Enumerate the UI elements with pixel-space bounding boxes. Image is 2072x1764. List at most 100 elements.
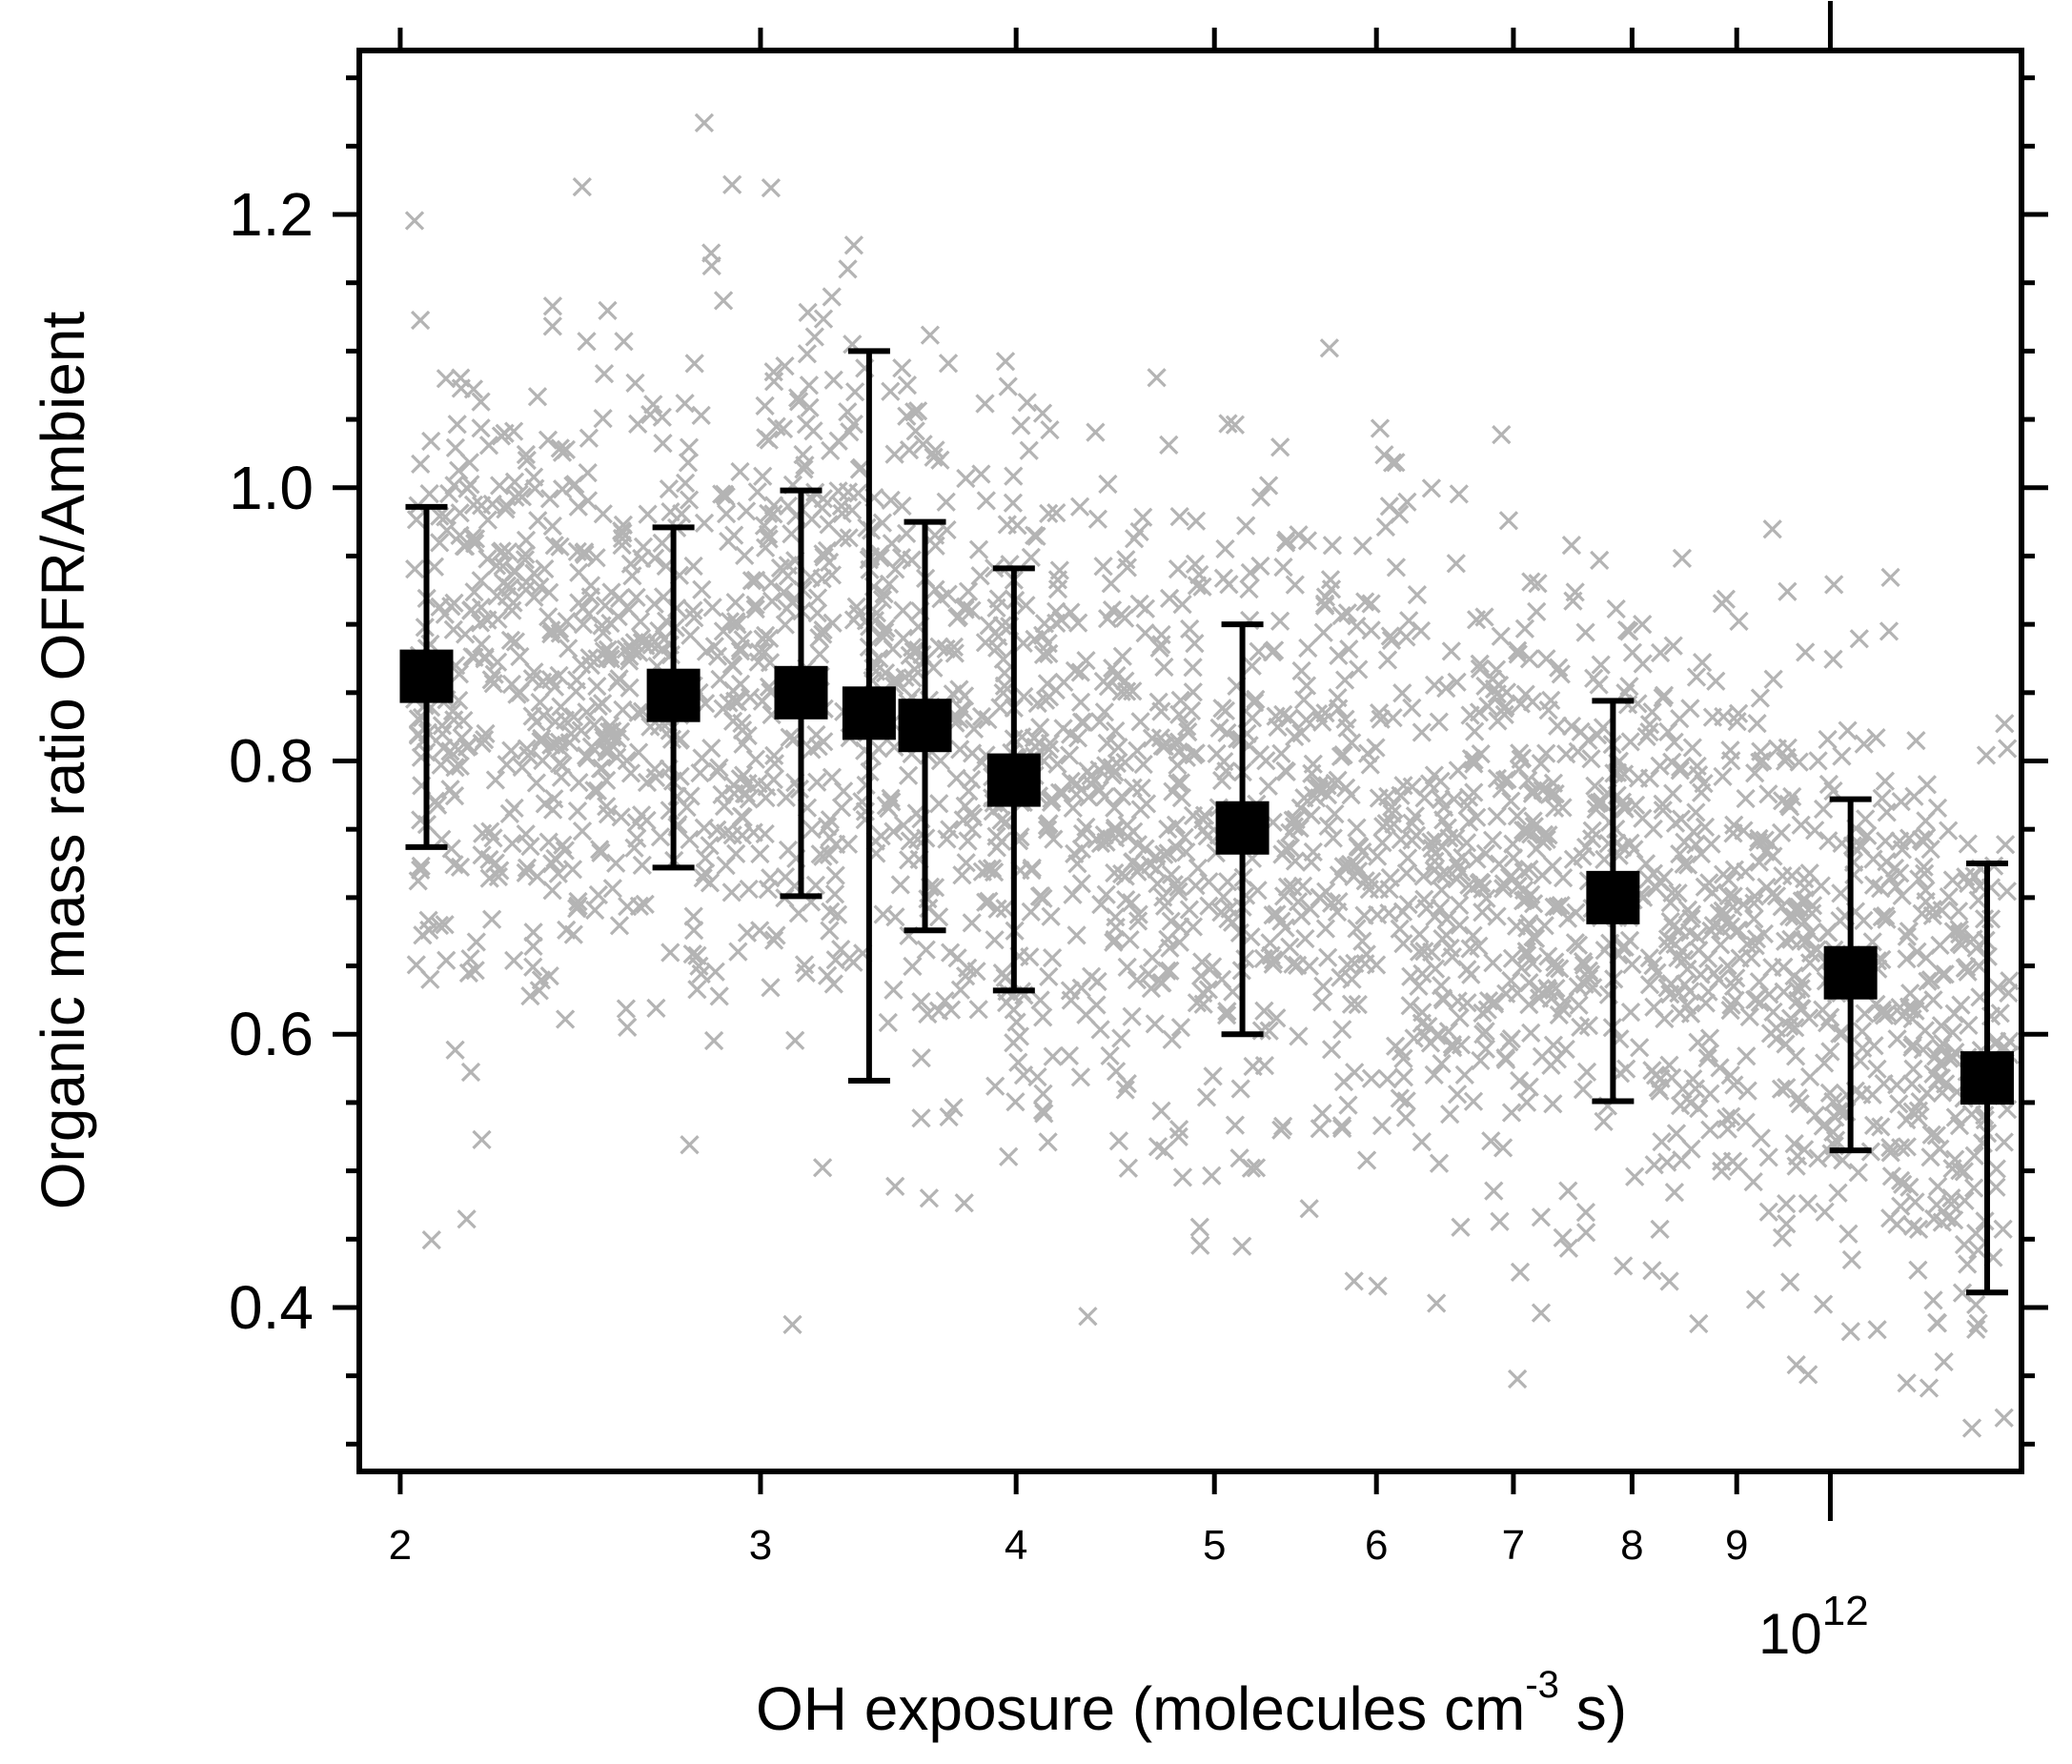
scatter-point [644, 548, 665, 568]
scatter-point [1385, 1036, 1406, 1056]
scatter-point [734, 783, 755, 803]
scatter-point [1021, 902, 1041, 923]
scatter-point [1152, 973, 1172, 993]
scatter-point [539, 965, 559, 986]
scatter-point [885, 1176, 905, 1197]
scatter-point [472, 1129, 492, 1150]
scatter-point [1393, 1067, 1414, 1087]
scatter-point [653, 433, 673, 454]
mean-marker [399, 649, 454, 703]
scatter-point [472, 845, 492, 865]
scatter-point [1494, 704, 1514, 725]
scatter-point [535, 558, 555, 579]
scatter-point [1995, 835, 2016, 855]
scatter-point [1017, 393, 1037, 413]
scatter-point [1355, 592, 1375, 612]
scatter-point [1663, 917, 1683, 937]
scatter-point [1496, 682, 1517, 702]
scatter-point [1905, 1192, 1925, 1212]
scatter-point [1650, 642, 1671, 663]
scatter-point [620, 646, 640, 666]
scatter-point [597, 770, 617, 791]
scatter-point [1612, 792, 1633, 812]
scatter-point [530, 577, 550, 597]
scatter-point [523, 923, 543, 943]
scatter-point [1805, 821, 1825, 841]
scatter-point [1620, 1002, 1641, 1023]
scatter-point [505, 632, 526, 652]
scatter-point [1325, 803, 1345, 824]
scatter-point [964, 719, 985, 740]
scatter-point [1622, 954, 1642, 975]
scatter-point [1180, 618, 1200, 639]
scatter-point [944, 1098, 964, 1118]
scatter-point [1994, 1132, 2014, 1152]
scatter-point [1275, 918, 1295, 938]
scatter-point [1650, 1081, 1670, 1101]
scatter-point [918, 1004, 938, 1024]
scatter-point [1706, 671, 1726, 691]
scatter-point [1318, 947, 1338, 967]
scatter-point [1727, 711, 1747, 732]
scatter-point [1410, 924, 1430, 944]
scatter-point [1616, 619, 1637, 640]
scatter-point [405, 558, 425, 579]
scatter-point [817, 965, 838, 985]
scatter-point [516, 824, 536, 844]
scatter-point [1171, 787, 1192, 808]
scatter-point [1424, 675, 1445, 696]
scatter-point [1516, 942, 1536, 962]
scatter-point [1185, 633, 1205, 654]
scatter-point [683, 600, 703, 620]
scatter-point [1038, 633, 1058, 654]
scatter-point [806, 724, 826, 745]
scatter-point [1713, 766, 1733, 787]
scatter-point [517, 739, 537, 759]
scatter-point [1147, 859, 1167, 880]
scatter-point [1179, 900, 1200, 920]
scatter-point [1067, 854, 1087, 874]
scatter-point [606, 853, 626, 873]
scatter-point [1744, 909, 1764, 929]
scatter-point [1107, 665, 1127, 686]
y-tick-label: 0.8 [229, 727, 314, 796]
scatter-point [1451, 1217, 1471, 1237]
scatter-point [694, 112, 715, 133]
scatter-point [1061, 602, 1081, 622]
scatter-point [843, 235, 864, 255]
scatter-point [1285, 851, 1306, 871]
scatter-point [1720, 1000, 1740, 1021]
scatter-point [552, 479, 573, 499]
scatter-point [512, 487, 533, 507]
scatter-point [1442, 1034, 1462, 1055]
scatter-point [1633, 614, 1653, 635]
scatter-point [443, 619, 463, 639]
scatter-point [1451, 1035, 1472, 1055]
scatter-point [1482, 830, 1503, 850]
scatter-point [1531, 1303, 1552, 1323]
scatter-point [464, 582, 484, 602]
scatter-point [1270, 611, 1290, 631]
scatter-point [1780, 1272, 1800, 1292]
scatter-point [1688, 764, 1709, 785]
scatter-point [1717, 913, 1737, 933]
scatter-point [1190, 965, 1211, 986]
scatter-point [1392, 683, 1412, 703]
scatter-point [1313, 622, 1333, 642]
scatter-point [1852, 1085, 1872, 1105]
scatter-point [1071, 874, 1091, 894]
scatter-point [1541, 1055, 1561, 1076]
scatter-point [624, 838, 644, 858]
scatter-point [1081, 766, 1101, 786]
scatter-point [1165, 733, 1185, 753]
scatter-point [1230, 1079, 1250, 1099]
scatter-point [594, 363, 615, 384]
scatter-point [1413, 866, 1433, 886]
scatter-point [1501, 1028, 1521, 1049]
scatter-point [1944, 1004, 1964, 1024]
scatter-point [1105, 818, 1126, 839]
scatter-point [1899, 997, 1920, 1017]
scatter-point [1412, 1003, 1432, 1023]
mean-marker [898, 699, 952, 753]
scatter-point [1736, 788, 1756, 809]
